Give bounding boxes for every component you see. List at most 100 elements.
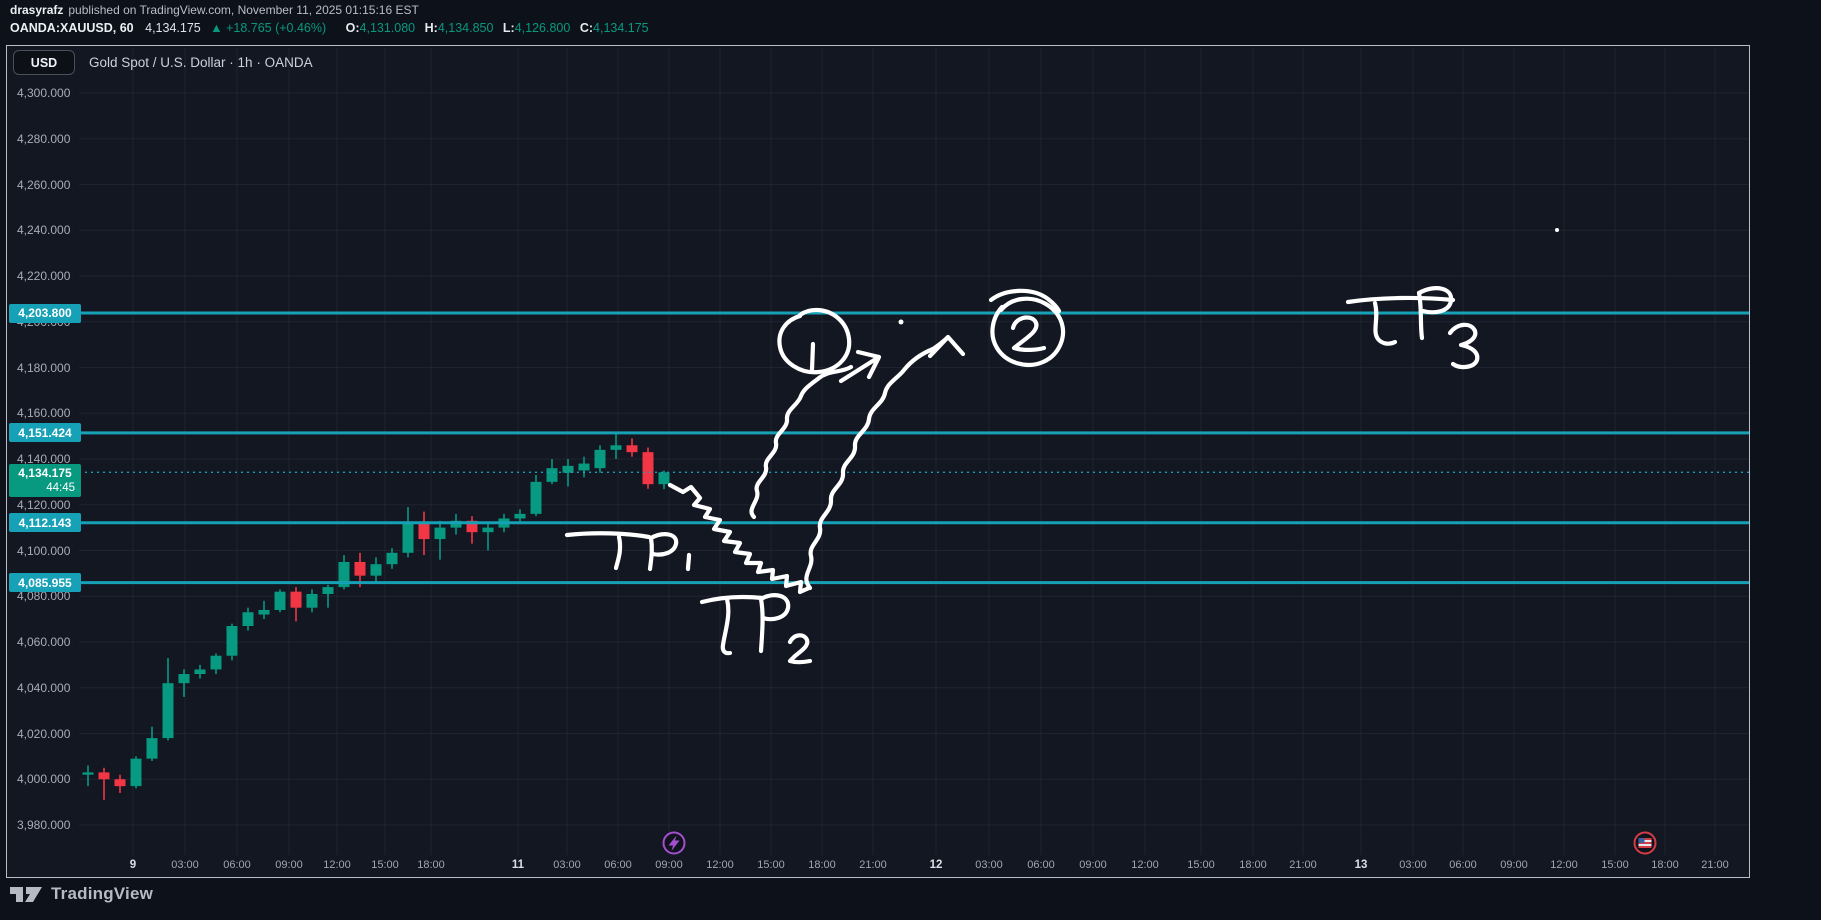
time-scale-label: 06:00 [1449,859,1477,871]
drawing-tp2-p-bowl [758,593,791,622]
candle-up [434,520,446,560]
price-scale-label: 4,180.000 [17,360,71,375]
candle-up [514,509,526,524]
drawing-tp1-p-bowl [648,532,679,557]
price-scale-label: 4,240.000 [17,223,71,238]
close-label: C: [579,21,594,35]
time-scale-label: 03:00 [171,859,199,871]
candle-up [242,607,254,631]
currency-toggle-button[interactable]: USD [13,50,75,75]
candle-down [418,511,430,556]
time-scale-day-label: 9 [129,859,137,871]
candle-body [338,561,350,588]
price-scale-label: 4,020.000 [17,726,71,741]
candle-body [242,612,254,626]
high-value: 4,134.850 [437,21,494,35]
drawing-digit-1 [809,341,816,373]
candle-up [610,433,622,459]
candle-body [274,591,286,610]
candle-body [610,445,622,450]
candle-up [594,445,606,473]
candle-body [354,561,366,576]
candle-up [482,523,494,551]
candle-up [274,589,286,613]
candle-body [114,779,126,787]
price-level-badge: 4,112.143 [9,513,81,533]
low-label: L: [502,21,515,35]
flag-canton [1638,838,1645,843]
candle-body [418,523,430,540]
candle-up [338,555,350,590]
candle-body [402,523,414,553]
publish-timestamp: published on TradingView.com, November 1… [68,3,419,17]
candle-up [306,589,318,613]
drawing-tp1-sub-1 [685,552,692,572]
drawing-tp3-p-bowl [1416,286,1454,315]
chart-frame: USD Gold Spot / U.S. Dollar · 1h · OANDA… [6,45,1750,878]
candle-body [642,452,654,485]
last-price-badge: 4,134.175 44:45 [9,463,81,497]
candle-up [130,756,142,789]
candle-down [114,774,126,793]
candle-body [370,564,382,576]
time-scale-label: 21:00 [859,859,887,871]
candle-body [482,527,494,533]
candle-body [146,738,158,759]
open-value: 4,131.080 [359,21,416,35]
time-scale-label: 21:00 [1701,859,1729,871]
time-scale-label: 06:00 [1027,859,1055,871]
candle-body [658,472,670,485]
time-scale-label: 09:00 [275,859,303,871]
drawing-dot [1555,228,1559,232]
candle-body [466,520,478,533]
time-scale-label: 09:00 [655,859,683,871]
candle-down [98,767,110,800]
drawing-tp3-sub-3 [1447,322,1480,370]
price-change: ▲ +18.765 (+0.46%) [210,21,327,35]
price-scale-label: 4,300.000 [17,86,71,100]
candle-up [194,664,206,679]
candle-down [466,516,478,544]
tradingview-logo-icon [10,887,42,902]
drawing-wavy-arrow-1-tail [749,364,854,520]
time-scale-label: 03:00 [975,859,1003,871]
time-scale-label: 18:00 [1651,859,1679,871]
publish-info: drasyrafz published on TradingView.com, N… [10,3,419,17]
price-scale-label: 4,120.000 [17,497,71,512]
candle-body [322,587,334,594]
flag-stripe [1638,846,1652,848]
economic-event-us-flag[interactable] [1633,831,1657,855]
drawing-circle-1 [777,307,852,375]
candle-up [226,623,238,661]
candle-down [290,587,302,622]
drawing-tp2-t-stem [720,596,733,656]
candle-body [626,445,638,453]
time-scale-label: 12:00 [323,859,351,871]
price-scale-label: 3,980.000 [17,818,71,832]
time-scale-label: 21:00 [1289,859,1317,871]
lightning-icon [668,835,680,851]
price-scale-label: 4,140.000 [17,452,71,466]
price-scale-label: 4,220.000 [17,269,71,283]
candle-body [226,625,238,656]
candle-body [290,591,302,608]
candle-up [146,726,158,761]
candle-up [178,669,190,697]
chart-plot [79,48,1749,855]
time-scale-label: 15:00 [371,859,399,871]
candle-body [258,609,270,615]
time-scale-label: 06:00 [604,859,632,871]
candle-body [130,758,142,787]
economic-event-lightning[interactable] [662,831,686,855]
time-scale-label: 15:00 [757,859,785,871]
price-scale-label: 4,260.000 [17,177,71,192]
flag-stripe [1638,842,1652,844]
candle-body [578,463,590,471]
drawing-tp3-t-stem [1372,300,1398,346]
candle-up [210,653,222,675]
time-scale-day-label: 13 [1354,859,1368,871]
low-value: 4,126.800 [514,21,571,35]
candle-up [322,584,334,608]
candle-body [530,481,542,514]
